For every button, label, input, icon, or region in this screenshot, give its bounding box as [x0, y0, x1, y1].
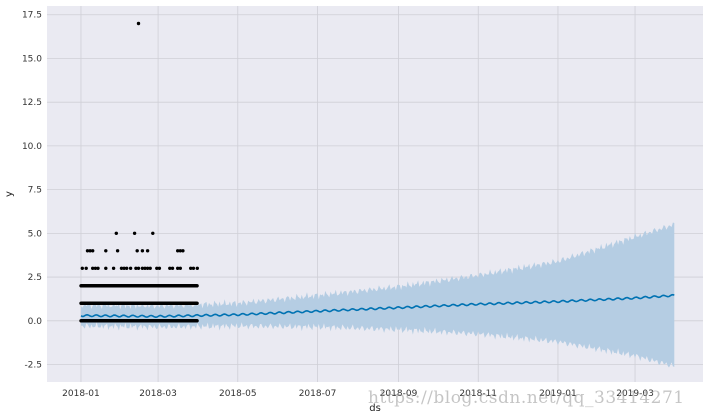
observed-point — [114, 231, 119, 235]
observed-point — [91, 249, 95, 253]
observed-point — [143, 266, 147, 270]
x-tick-label: 2018-07 — [299, 389, 337, 399]
observed-points — [79, 21, 199, 323]
observed-point — [88, 249, 92, 253]
observed-point — [122, 266, 126, 270]
observed-point — [119, 266, 124, 270]
observed-point — [148, 266, 152, 270]
observed-point — [140, 249, 145, 253]
x-tick-label: 2018-09 — [380, 389, 418, 399]
observed-point — [128, 266, 133, 270]
y-tick-label: 15.0 — [22, 54, 42, 64]
x-tick-label: 2019-03 — [616, 389, 654, 399]
observed-point — [85, 249, 90, 253]
observed-point — [93, 266, 98, 270]
observed-point — [176, 249, 180, 253]
observed-point — [189, 266, 193, 270]
observed-point — [145, 249, 150, 253]
x-tick-label: 2019-01 — [539, 389, 577, 399]
y-tick-label: 12.5 — [22, 98, 42, 108]
observed-point — [145, 266, 150, 270]
x-tick-labels: 2018-01 2018-03 2018-05 2018-07 2018-09 2018-… — [62, 389, 654, 399]
y-axis-label: y — [4, 191, 15, 197]
observed-point — [136, 266, 141, 270]
observed-point — [195, 266, 199, 270]
observed-point — [157, 266, 162, 270]
observed-point — [135, 249, 139, 253]
y-tick-label: 2.5 — [28, 273, 42, 283]
observed-point — [80, 266, 85, 270]
observed-point — [178, 266, 182, 270]
observed-point — [140, 266, 145, 270]
observed-point — [195, 284, 199, 288]
observed-point — [111, 266, 116, 270]
observed-point — [151, 231, 155, 235]
observed-point — [155, 266, 159, 270]
observed-point — [134, 266, 138, 270]
observed-point — [84, 266, 88, 270]
y-tick-labels: -2.5 0.0 2.5 5.0 7.5 10.0 12.5 15.0 17.5 — [22, 11, 42, 371]
observed-point — [104, 249, 108, 253]
observed-point — [168, 266, 172, 270]
observed-point — [176, 266, 180, 270]
x-axis-label: ds — [369, 403, 381, 414]
y-tick-label: 17.5 — [22, 11, 42, 21]
observed-point — [181, 249, 185, 253]
y-tick-label: 5.0 — [28, 229, 43, 239]
x-tick-label: 2018-05 — [219, 389, 257, 399]
x-tick-label: 2018-01 — [62, 389, 100, 399]
observed-point — [115, 249, 120, 253]
y-tick-label: -2.5 — [24, 361, 42, 371]
y-tick-label: 7.5 — [28, 186, 42, 196]
observed-point — [170, 266, 175, 270]
x-tick-label: 2018-11 — [459, 389, 497, 399]
uncertainty-band — [81, 222, 675, 368]
observed-point — [195, 319, 199, 323]
forecast-line — [80, 293, 675, 319]
observed-point — [191, 266, 196, 270]
observed-point — [91, 266, 95, 270]
observed-point — [178, 249, 182, 253]
observed-point — [195, 301, 199, 305]
observed-point — [125, 266, 129, 270]
y-tick-label: 0.0 — [28, 317, 43, 327]
y-tick-label: 10.0 — [22, 142, 42, 152]
observed-point — [132, 231, 137, 235]
x-tick-label: 2018-03 — [139, 389, 177, 399]
observed-point — [136, 21, 141, 26]
observed-point — [104, 266, 108, 270]
observed-point — [96, 266, 100, 270]
